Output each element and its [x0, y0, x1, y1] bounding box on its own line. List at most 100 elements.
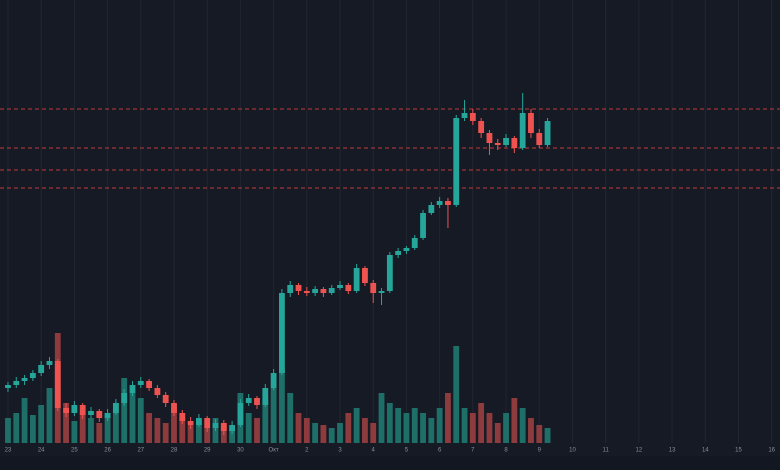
volume-bar: [112, 403, 119, 443]
volume-bar: [104, 413, 111, 443]
volume-bar: [88, 418, 94, 443]
candle-body: [395, 251, 402, 255]
candle-body: [229, 425, 236, 431]
candle-body: [179, 413, 186, 421]
candle-body: [162, 395, 169, 403]
volume-bar: [536, 425, 543, 443]
candle-body: [353, 268, 360, 291]
x-tick-label: 23: [5, 448, 12, 454]
candle-body: [146, 381, 152, 388]
x-tick-label: 14: [702, 448, 709, 454]
x-tick-label: 15: [735, 448, 742, 454]
x-tick-label: 27: [137, 448, 144, 454]
volume-bar: [29, 415, 36, 443]
candle-body: [137, 381, 144, 385]
x-axis: 23 24 25 26 27 28 29 30 Окт 2 3 4 5 6 7 8 9 10 11 12 13 14 15 1…: [5, 448, 776, 454]
x-tick-label: 6: [438, 448, 442, 454]
x-tick-label: 5: [405, 448, 409, 454]
volume-bar: [353, 408, 360, 443]
volume-bar: [96, 423, 103, 443]
volume-bar: [436, 408, 443, 443]
candle-body: [320, 289, 327, 293]
candle-body: [528, 113, 534, 133]
x-tick-label: 24: [38, 448, 45, 454]
volume-bar: [395, 408, 402, 443]
candle-body: [453, 118, 460, 205]
level-layer: [0, 108, 780, 189]
candle-body: [245, 398, 252, 403]
volume-bar: [503, 413, 509, 443]
candle-body: [212, 423, 219, 428]
candle-body: [29, 373, 36, 378]
volume-bar: [386, 403, 393, 443]
candle-body: [46, 361, 53, 365]
volume-bar: [312, 423, 319, 443]
x-tick-label: 16: [768, 448, 775, 454]
candle-body: [220, 423, 227, 431]
volume-bar: [320, 425, 327, 443]
candle-body: [279, 293, 285, 373]
candle-body: [445, 201, 451, 205]
volume-bar: [378, 393, 385, 443]
x-tick-label: 26: [104, 448, 111, 454]
volume-bar: [345, 413, 352, 443]
volume-bar: [46, 388, 53, 443]
candle-body: [403, 248, 410, 251]
candle-body: [337, 285, 343, 288]
x-tick-label: 12: [636, 448, 643, 454]
candle-body: [21, 378, 28, 381]
candle-body: [312, 289, 319, 293]
volume-bar: [486, 413, 493, 443]
x-tick-label: 4: [372, 448, 376, 454]
volume-bar: [328, 428, 335, 443]
volume-bar: [478, 403, 485, 443]
footer-strip: [0, 456, 780, 470]
candle-body: [54, 361, 61, 408]
volume-bar: [187, 425, 194, 443]
x-tick-label: 10: [569, 448, 576, 454]
candle-body: [5, 385, 11, 388]
candle-body: [71, 405, 78, 413]
candle-body: [171, 403, 177, 413]
candle-body: [295, 285, 302, 291]
x-tick-label: 3: [338, 448, 342, 454]
volume-bar: [162, 423, 169, 443]
candle-body: [536, 133, 543, 145]
candle-body: [386, 255, 393, 291]
candle-body: [494, 143, 501, 145]
x-tick-label: 25: [71, 448, 78, 454]
candle-body: [237, 403, 244, 425]
volume-bar: [453, 346, 460, 443]
volume-bar: [137, 398, 144, 443]
candle-body: [104, 413, 111, 418]
candle-body: [254, 398, 260, 405]
volume-bar: [469, 413, 476, 443]
candle-layer: [5, 93, 551, 435]
volume-bar: [179, 418, 186, 443]
volume-bar: [303, 418, 310, 443]
candle-body: [13, 381, 20, 385]
volume-bar: [63, 403, 69, 443]
x-tick-label: 9: [538, 448, 542, 454]
candle-body: [486, 133, 493, 143]
volume-bar: [79, 413, 86, 443]
candle-body: [544, 121, 551, 145]
volume-bar: [171, 408, 177, 443]
volume-bar: [420, 413, 426, 443]
candle-body: [88, 411, 94, 415]
candle-body: [420, 213, 426, 238]
x-tick-label: 29: [204, 448, 211, 454]
volume-bar: [270, 388, 277, 443]
volume-bar: [121, 378, 128, 443]
volume-bar: [445, 393, 451, 443]
volume-bar: [279, 368, 285, 443]
candle-body: [370, 283, 377, 293]
candle-body: [121, 393, 128, 403]
candle-body: [287, 285, 294, 293]
candle-body: [195, 418, 202, 425]
volume-bar: [428, 418, 435, 443]
volume-bar: [362, 418, 368, 443]
x-tick-label: Окт: [269, 448, 279, 454]
